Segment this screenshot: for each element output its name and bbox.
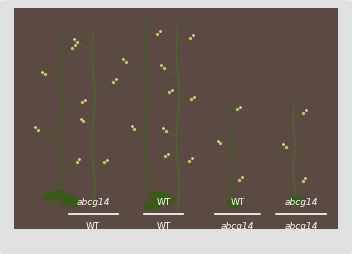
Ellipse shape <box>151 192 173 204</box>
Ellipse shape <box>227 199 241 207</box>
Bar <box>14 8 338 229</box>
Ellipse shape <box>43 191 66 200</box>
Text: abcg14: abcg14 <box>221 222 254 231</box>
Text: WT: WT <box>157 222 171 231</box>
Ellipse shape <box>289 197 302 205</box>
Ellipse shape <box>61 195 80 207</box>
Ellipse shape <box>145 202 162 210</box>
Text: WT: WT <box>157 198 171 207</box>
Text: WT: WT <box>86 222 100 231</box>
Text: abcg14: abcg14 <box>284 222 318 231</box>
Text: WT: WT <box>231 198 245 207</box>
Text: abcg14: abcg14 <box>76 198 110 207</box>
Text: abcg14: abcg14 <box>284 198 318 207</box>
